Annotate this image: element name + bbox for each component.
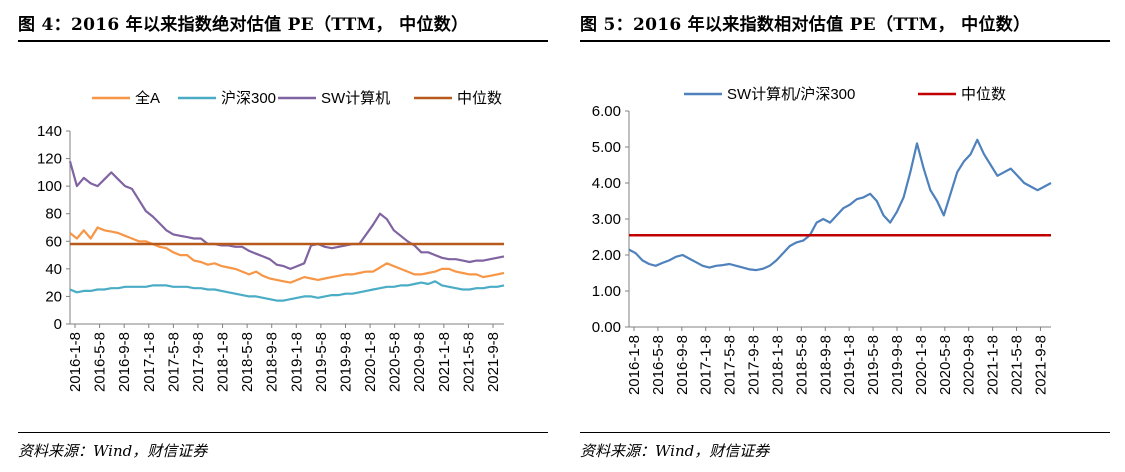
y-tick-label: 20: [45, 288, 62, 305]
y-tick-label: 4.00: [592, 175, 621, 192]
x-tick-label: 2017-1-8: [698, 335, 715, 395]
figure-4-source: 资料来源：Wind，财信证券: [18, 442, 208, 460]
x-tick-label: 2016-1-8: [67, 332, 84, 392]
source-rule: [580, 432, 1110, 433]
title-rule: [580, 40, 1110, 42]
source-rule: [18, 432, 548, 433]
x-tick-label: 2018-1-8: [215, 332, 232, 392]
title-rule: [18, 40, 548, 42]
legend-label: 中位数: [961, 86, 1006, 103]
x-tick-label: 2018-9-8: [264, 332, 281, 392]
x-tick-label: 2017-9-8: [746, 335, 763, 395]
x-tick-label: 2019-9-8: [889, 335, 906, 395]
y-tick-label: 60: [45, 233, 62, 250]
x-tick-label: 2020-1-8: [362, 332, 379, 392]
x-tick-label: 2021-1-8: [985, 335, 1002, 395]
y-tick-label: 6.00: [592, 103, 621, 120]
y-tick-label: 2.00: [592, 247, 621, 264]
x-tick-label: 2021-9-8: [1032, 335, 1049, 395]
x-tick-label: 2016-5-8: [92, 332, 109, 392]
x-tick-label: 2019-5-8: [313, 332, 330, 392]
y-tick-label: 0.00: [592, 319, 621, 336]
y-tick-label: 100: [37, 178, 62, 195]
series-line: [628, 138, 1052, 272]
x-tick-label: 2019-1-8: [288, 332, 305, 392]
x-tick-label: 2016-5-8: [650, 335, 667, 395]
figure-5-source: 资料来源：Wind，财信证券: [580, 442, 770, 460]
legend-label: 沪深300: [221, 90, 276, 107]
x-tick-label: 2020-5-8: [937, 335, 954, 395]
x-tick-label: 2020-5-8: [387, 332, 404, 392]
series-line: [69, 226, 505, 284]
x-tick-label: 2018-9-8: [817, 335, 834, 395]
x-tick-label: 2017-5-8: [165, 332, 182, 392]
x-tick-label: 2017-9-8: [190, 332, 207, 392]
x-tick-label: 2019-1-8: [841, 335, 858, 395]
x-tick-label: 2017-5-8: [722, 335, 739, 395]
x-tick-label: 2019-9-8: [337, 332, 354, 392]
y-tick-label: 40: [45, 261, 62, 278]
x-tick-label: 2021-9-8: [485, 332, 502, 392]
x-tick-label: 2018-1-8: [769, 335, 786, 395]
x-tick-label: 2018-5-8: [793, 335, 810, 395]
series-line: [69, 280, 505, 302]
y-tick-label: 120: [37, 151, 62, 168]
y-tick-label: 5.00: [592, 139, 621, 156]
figure-5-chart: 0.00 1.00 2.00 3.00 4.00 5.00 6.00 2016-1-8 2016…: [592, 85, 1052, 395]
x-tick-label: 2020-9-8: [411, 332, 428, 392]
x-tick-label: 2016-1-8: [626, 335, 643, 395]
x-tick-label: 2021-5-8: [1009, 335, 1026, 395]
figure-5-title: 图 5：2016 年以来指数相对估值 PE（TTM， 中位数）: [580, 15, 1031, 35]
x-tick-label: 2021-1-8: [436, 332, 453, 392]
y-tick-label: 80: [45, 206, 62, 223]
figure-4-chart: 0 20 40 60 80 100 120 140 2016-1-8 2016-5-8 2016-9…: [37, 89, 505, 392]
x-tick-label: 2017-1-8: [141, 332, 158, 392]
series-line: [68, 161, 505, 270]
y-tick-label: 140: [37, 123, 62, 140]
legend-label: 中位数: [457, 90, 502, 107]
y-tick-label: 0: [54, 316, 62, 333]
x-tick-label: 2020-1-8: [913, 335, 930, 395]
legend-label: SW计算机: [321, 89, 390, 107]
x-tick-label: 2021-5-8: [460, 332, 477, 392]
x-tick-label: 2019-5-8: [865, 335, 882, 395]
y-tick-label: 1.00: [592, 283, 621, 300]
x-tick-label: 2016-9-8: [674, 335, 691, 395]
x-tick-label: 2018-5-8: [239, 332, 256, 392]
x-tick-label: 2020-9-8: [961, 335, 978, 395]
legend-label: 全A: [135, 89, 160, 107]
legend-label: SW计算机/沪深300: [727, 85, 855, 103]
figure-4-panel: 图 4：2016 年以来指数绝对估值 PE（TTM， 中位数） 0 20 40 60 8…: [0, 0, 548, 472]
y-tick-label: 3.00: [592, 211, 621, 228]
x-tick-label: 2016-9-8: [116, 332, 133, 392]
figure-4-title: 图 4：2016 年以来指数绝对估值 PE（TTM， 中位数）: [18, 15, 469, 35]
figure-5-panel: 图 5：2016 年以来指数相对估值 PE（TTM， 中位数） 0.00 1.00…: [578, 0, 1125, 472]
